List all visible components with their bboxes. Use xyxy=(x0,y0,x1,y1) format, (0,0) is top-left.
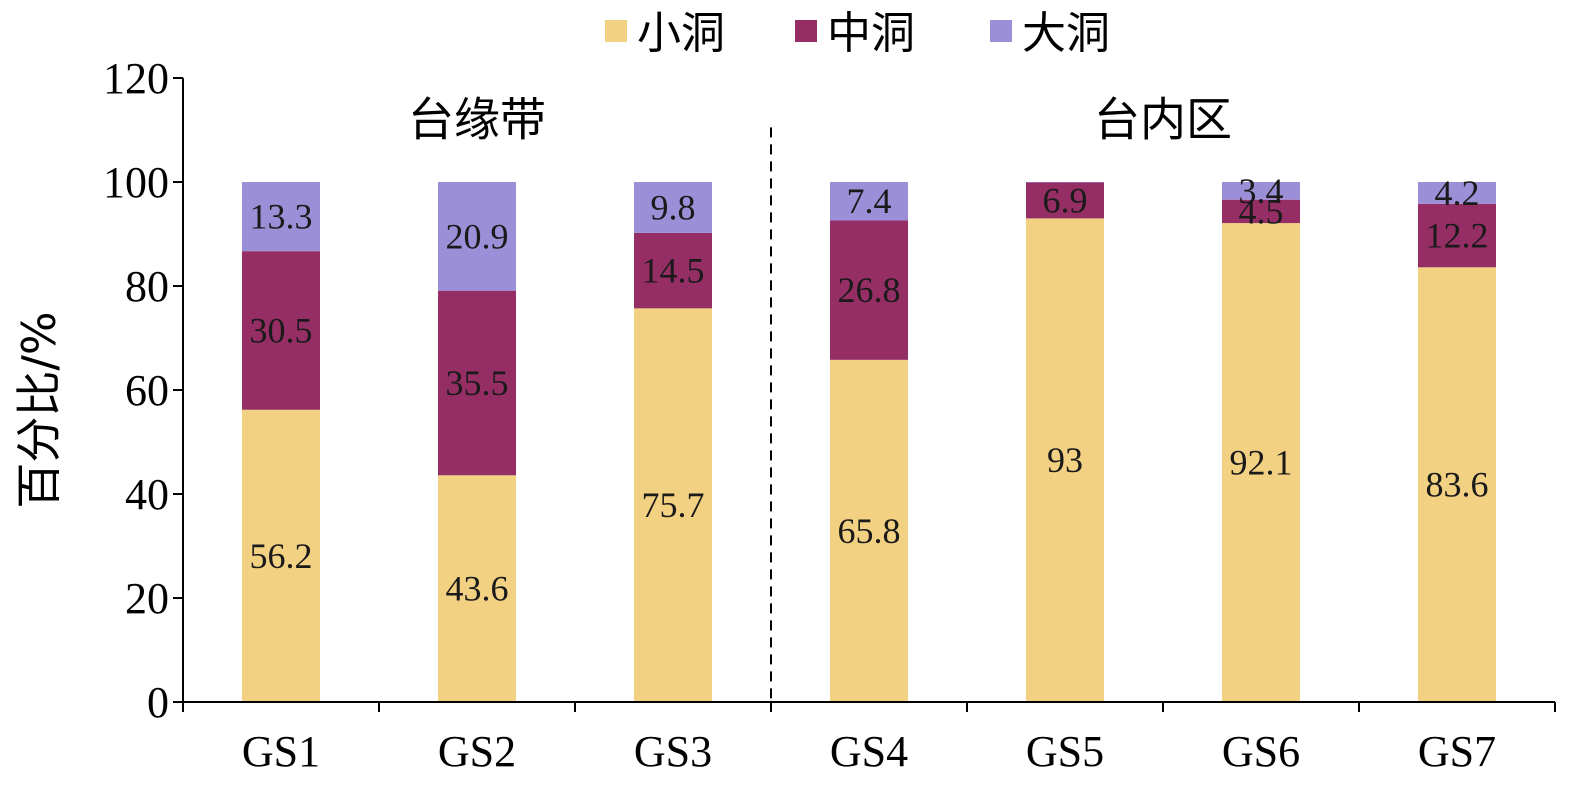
x-tick-label-gs1: GS1 xyxy=(242,727,320,776)
x-tick-label-gs3: GS3 xyxy=(634,727,712,776)
data-label-gs2-series-3: 20.9 xyxy=(446,216,509,256)
bar-gs4-series-3 xyxy=(830,182,908,221)
bar-gs3-series-3 xyxy=(634,182,712,233)
data-label-gs7-series-2: 12.2 xyxy=(1426,216,1489,256)
data-label-gs4-series-2: 26.8 xyxy=(838,270,901,310)
legend-label-2: 中洞 xyxy=(827,8,915,59)
bar-gs1-series-2 xyxy=(242,251,320,410)
group-label-1: 台缘带 xyxy=(408,93,546,147)
data-label-gs2-series-2: 35.5 xyxy=(446,363,509,403)
bar-gs2-series-2 xyxy=(438,290,516,476)
bar-gs1-series-3 xyxy=(242,182,320,252)
y-tick-label: 20 xyxy=(125,574,169,623)
legend-swatch-3 xyxy=(990,20,1012,42)
y-tick-label: 80 xyxy=(125,262,169,311)
bar-gs1-series-1 xyxy=(242,409,320,702)
data-label-gs1-series-1: 56.2 xyxy=(250,536,313,576)
legend: 小洞 中洞 大洞 xyxy=(605,8,1110,59)
data-label-gs6-series-2: 4.5 xyxy=(1239,191,1284,231)
group-label-2: 台内区 xyxy=(1094,93,1232,147)
data-label-gs1-series-2: 30.5 xyxy=(250,310,313,350)
legend-label-3: 大洞 xyxy=(1022,8,1110,59)
data-label-gs1-series-3: 13.3 xyxy=(250,197,313,237)
bar-gs4-series-1 xyxy=(830,359,908,702)
data-label-gs3-series-1: 75.7 xyxy=(642,485,705,525)
data-label-gs6-series-3: 3.4 xyxy=(1239,171,1284,211)
x-tick-label-gs2: GS2 xyxy=(438,727,516,776)
bar-gs7-series-2 xyxy=(1418,203,1496,268)
bar-gs2-series-3 xyxy=(438,182,516,291)
bar-gs5-series-1 xyxy=(1026,218,1104,702)
y-ticks: 0 20 40 60 80 100 120 xyxy=(103,54,183,727)
bar-gs6-series-3 xyxy=(1222,182,1300,200)
x-tick-label-gs7: GS7 xyxy=(1418,727,1496,776)
group-labels: 台缘带 台内区 xyxy=(408,93,1232,147)
bar-gs3-series-1 xyxy=(634,308,712,702)
legend-swatch-2 xyxy=(795,20,817,42)
legend-swatch-1 xyxy=(605,20,627,42)
x-tick-label-gs5: GS5 xyxy=(1026,727,1104,776)
y-tick-label: 40 xyxy=(125,470,169,519)
bar-gs6-series-2 xyxy=(1222,199,1300,224)
bar-gs7-series-3 xyxy=(1418,182,1496,204)
y-tick-label: 0 xyxy=(147,678,169,727)
data-label-gs6-series-1: 92.1 xyxy=(1230,443,1293,483)
x-ticks: GS1 GS2 GS3 GS4 GS5 GS6 GS7 xyxy=(182,702,1556,776)
bar-gs4-series-2 xyxy=(830,220,908,360)
y-axis-label: 百分比/% xyxy=(12,311,66,508)
data-label-gs5-series-1: 93 xyxy=(1047,440,1083,480)
y-tick-label: 100 xyxy=(103,158,169,207)
bar-gs5-series-2 xyxy=(1026,182,1104,219)
bar-gs5-series-3 xyxy=(1026,182,1104,183)
bar-gs6-series-1 xyxy=(1222,223,1300,702)
data-labels: 56.2 30.5 13.3 43.6 35.5 20.9 75.7 14.5 9.8 65.8 2… xyxy=(250,171,1489,609)
data-label-gs7-series-1: 83.6 xyxy=(1426,465,1489,505)
data-label-gs4-series-3: 7.4 xyxy=(847,181,892,221)
data-label-gs5-series-2: 6.9 xyxy=(1043,180,1088,220)
bar-gs2-series-1 xyxy=(438,475,516,702)
data-label-gs3-series-3: 9.8 xyxy=(651,187,696,227)
bar-gs7-series-1 xyxy=(1418,267,1496,702)
bar-gs3-series-2 xyxy=(634,232,712,309)
y-tick-label: 60 xyxy=(125,366,169,415)
bars xyxy=(242,182,1496,702)
data-label-gs4-series-1: 65.8 xyxy=(838,511,901,551)
data-label-gs3-series-2: 14.5 xyxy=(642,251,705,291)
legend-label-1: 小洞 xyxy=(637,8,725,59)
y-tick-label: 120 xyxy=(103,54,169,103)
x-tick-label-gs6: GS6 xyxy=(1222,727,1300,776)
data-label-gs7-series-3: 4.2 xyxy=(1435,173,1480,213)
data-label-gs2-series-1: 43.6 xyxy=(446,569,509,609)
x-tick-label-gs4: GS4 xyxy=(830,727,908,776)
